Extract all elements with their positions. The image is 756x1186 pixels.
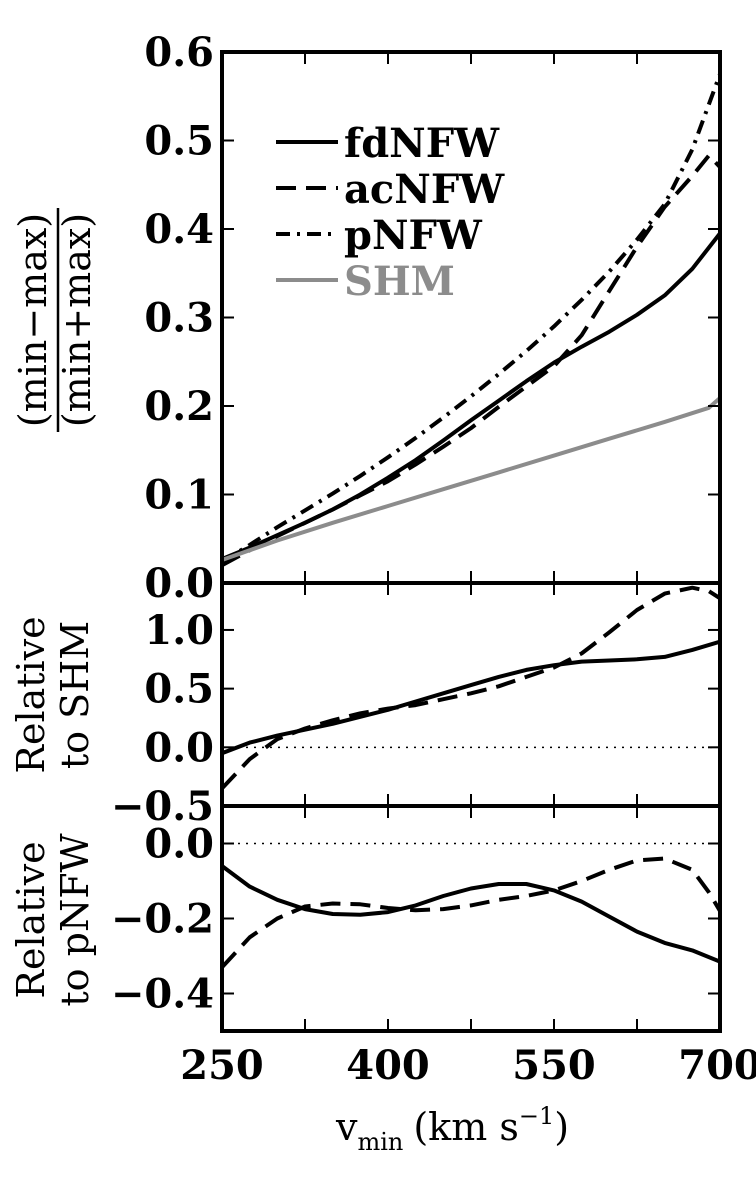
top-series-acnfw-line bbox=[222, 153, 720, 568]
middle-ytick-label: 0.0 bbox=[144, 724, 214, 771]
legend-label-fdnfw: fdNFW bbox=[344, 120, 500, 167]
x-axis-label-unit: (km s bbox=[413, 1105, 518, 1149]
middle-y-axis-label-line1: Relative bbox=[9, 616, 53, 773]
legend-label-acnfw: acNFW bbox=[344, 166, 505, 213]
bottom-series-fdnfw-line bbox=[222, 864, 720, 964]
bottom-ytick-label: −0.2 bbox=[111, 896, 214, 943]
x-axis-label-v: v bbox=[335, 1105, 358, 1149]
middle-y-axis-label: Relative to SHM bbox=[9, 616, 97, 773]
top-ytick-label: 0.3 bbox=[144, 295, 214, 342]
top-ytick-label: 0.5 bbox=[144, 118, 214, 165]
middle-ytick-label: 0.5 bbox=[144, 666, 214, 713]
x-axis-label-sub: min bbox=[357, 1128, 403, 1156]
legend-label-pnfw: pNFW bbox=[344, 212, 483, 259]
xtick-label: 400 bbox=[346, 1042, 430, 1089]
top-ytick-label: 0.0 bbox=[144, 560, 214, 607]
bottom-y-axis-label-line1: Relative bbox=[9, 841, 53, 998]
top-ytick-label: 0.6 bbox=[144, 29, 214, 76]
bottom-series-acnfw-line bbox=[222, 856, 720, 969]
panel-middle: −0.5 0.0 0.5 1.0 bbox=[111, 581, 722, 830]
top-ytick-label: 0.4 bbox=[144, 206, 214, 253]
top-series-pnfw-line bbox=[222, 73, 720, 564]
xtick-label: 550 bbox=[512, 1042, 596, 1089]
middle-series-acnfw-line bbox=[222, 585, 720, 790]
top-series-fdnfw-line bbox=[222, 232, 720, 561]
top-ytick-label: 0.1 bbox=[144, 472, 214, 519]
bottom-y-axis-label-line2: to pNFW bbox=[53, 833, 97, 1006]
x-axis-label: vmin (km s−1) bbox=[335, 1102, 569, 1156]
middle-y-axis-label-line2: to SHM bbox=[53, 621, 97, 769]
top-ytick-label: 0.2 bbox=[144, 383, 214, 430]
bottom-y-axis-label: Relative to pNFW bbox=[9, 833, 97, 1006]
legend-label-shm: SHM bbox=[344, 258, 455, 305]
top-series-shm-line bbox=[222, 396, 720, 562]
top-y-axis-label: (min−max) (min+max) bbox=[11, 208, 99, 432]
xtick-label: 250 bbox=[180, 1042, 264, 1089]
top-y-axis-label-numerator: (min−max) bbox=[11, 213, 55, 427]
middle-ytick-label: −0.5 bbox=[111, 783, 214, 830]
x-axis-label-exp: −1 bbox=[519, 1102, 554, 1130]
x-axis-label-close: ) bbox=[554, 1105, 569, 1149]
bottom-ytick-label: −0.4 bbox=[111, 971, 214, 1018]
middle-series-fdnfw-line bbox=[222, 639, 720, 756]
bottom-plot-frame bbox=[220, 804, 722, 1033]
top-y-axis-label-denominator: (min+max) bbox=[55, 213, 99, 427]
middle-ytick-label: 1.0 bbox=[144, 607, 214, 654]
xtick-label: 700 bbox=[678, 1042, 756, 1089]
panel-bottom: −0.4 −0.2 0.0 250 400 550 700 bbox=[111, 804, 756, 1089]
bottom-ytick-label: 0.0 bbox=[144, 821, 214, 868]
